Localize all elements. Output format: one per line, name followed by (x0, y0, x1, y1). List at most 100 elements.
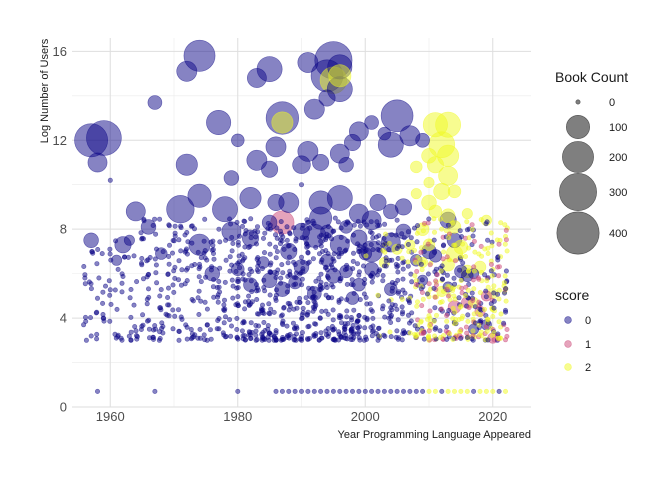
data-point (120, 273, 126, 279)
size-legend-key (559, 173, 597, 211)
data-point (188, 326, 194, 332)
data-point (394, 328, 400, 334)
data-point (483, 294, 489, 300)
data-point (316, 251, 322, 257)
data-point (418, 245, 424, 251)
data-point (165, 294, 171, 300)
data-point (170, 282, 176, 288)
data-point (386, 315, 392, 321)
data-point (115, 266, 121, 272)
data-point (344, 314, 350, 320)
data-point (318, 89, 336, 107)
data-point (483, 288, 489, 294)
data-point (483, 388, 489, 394)
data-point (246, 244, 252, 250)
data-point (502, 222, 508, 228)
data-point (356, 272, 362, 278)
data-point (261, 160, 279, 178)
data-point (420, 388, 426, 394)
data-point (297, 336, 303, 342)
data-point (484, 278, 490, 284)
data-point (419, 289, 425, 295)
data-point (495, 264, 501, 270)
data-point (154, 246, 160, 252)
data-point (253, 328, 259, 334)
data-point (458, 335, 464, 341)
data-point (230, 241, 236, 247)
data-point (246, 293, 252, 299)
data-point (395, 263, 401, 269)
data-point (462, 254, 468, 260)
data-point (330, 284, 336, 290)
data-point (386, 298, 392, 304)
data-point (279, 388, 285, 394)
data-point (387, 310, 393, 316)
data-point (88, 315, 94, 321)
y-tick-label: 16 (53, 44, 67, 59)
data-point (317, 234, 323, 240)
data-point (297, 52, 319, 73)
data-point (471, 268, 477, 274)
data-point (273, 297, 279, 303)
data-point (419, 277, 425, 283)
data-point (107, 318, 113, 324)
data-point (146, 286, 152, 292)
data-point (431, 237, 437, 243)
data-point (81, 263, 87, 269)
data-point (246, 68, 267, 88)
data-point (96, 275, 102, 281)
data-point (431, 318, 437, 324)
data-point (331, 228, 337, 234)
data-point (444, 324, 450, 330)
data-point (312, 154, 330, 172)
data-point (460, 260, 466, 266)
data-point (388, 305, 394, 311)
data-point (184, 278, 190, 284)
data-point (303, 295, 309, 301)
data-point (445, 293, 451, 299)
data-point (204, 306, 210, 312)
data-point (476, 322, 482, 328)
data-point (234, 315, 240, 321)
data-point (466, 281, 472, 287)
data-point (273, 292, 279, 298)
data-point (318, 238, 324, 244)
data-point (466, 305, 472, 311)
data-point (248, 320, 254, 326)
data-point (380, 273, 386, 279)
data-point (112, 287, 118, 293)
data-point (261, 319, 267, 325)
data-point (119, 289, 125, 295)
data-point (369, 194, 387, 212)
data-point (406, 249, 412, 255)
data-point (310, 308, 316, 314)
data-point (464, 388, 470, 394)
data-point (452, 281, 458, 287)
data-point (413, 259, 419, 265)
data-point (281, 246, 287, 252)
data-point (478, 217, 484, 223)
data-point (444, 254, 450, 260)
data-point (336, 297, 342, 303)
data-point (470, 297, 476, 303)
data-point (375, 247, 381, 253)
data-point (426, 216, 432, 222)
data-point (204, 322, 210, 328)
size-legend-key (565, 115, 590, 140)
data-point (440, 243, 446, 249)
data-point (431, 216, 437, 222)
data-point (88, 333, 94, 339)
data-point (261, 277, 267, 283)
data-point (254, 337, 260, 343)
data-point (406, 300, 412, 306)
data-point (304, 311, 310, 317)
data-point (337, 276, 343, 282)
data-point (361, 219, 367, 225)
data-point (451, 388, 457, 394)
data-point (210, 242, 216, 248)
data-point (152, 216, 158, 222)
data-point (305, 388, 311, 394)
data-point (253, 332, 259, 338)
data-point (457, 228, 463, 234)
